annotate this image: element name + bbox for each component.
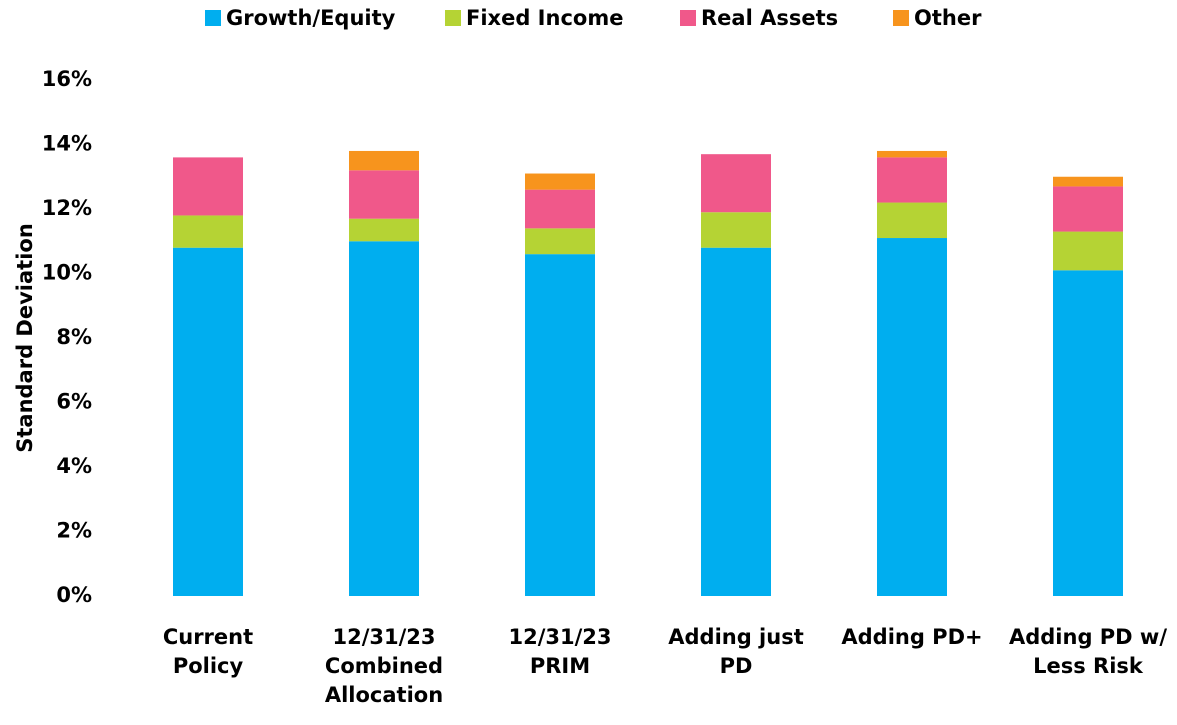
bar-segment <box>701 247 771 596</box>
bar-segment <box>525 254 595 596</box>
y-tick-label: 10% <box>42 261 92 285</box>
y-tick-label: 2% <box>56 519 92 543</box>
bar-segment <box>877 238 947 596</box>
legend-label: Other <box>914 6 982 30</box>
bar-segment <box>1053 186 1123 232</box>
y-tick-label: 6% <box>56 390 92 414</box>
bar-segment <box>525 228 595 255</box>
bar-segment <box>1053 231 1123 271</box>
legend-label: Real Assets <box>701 6 838 30</box>
bar-segment <box>525 189 595 229</box>
x-tick-label: Adding PD+ <box>841 625 983 649</box>
x-tick-label: Adding PD w/ Less Risk <box>1008 625 1167 678</box>
y-tick-label: 16% <box>42 67 92 91</box>
legend-swatch <box>893 10 909 26</box>
bar-segment <box>1053 270 1123 596</box>
x-tick-label: 12/31/23 Combined Allocation <box>324 625 444 707</box>
bar-segment <box>173 247 243 596</box>
x-tick-label: Current Policy <box>162 625 254 678</box>
legend-swatch <box>445 10 461 26</box>
y-tick-label: 4% <box>56 454 92 478</box>
bar-segment <box>173 215 243 248</box>
bar-segment <box>525 173 595 190</box>
y-tick-label: 12% <box>42 196 92 220</box>
legend-swatch <box>205 10 221 26</box>
bar-segment <box>877 202 947 239</box>
bar-segment <box>877 150 947 158</box>
bar-segment <box>701 154 771 213</box>
y-axis-title: Standard Deviation <box>13 223 37 453</box>
y-tick-label: 0% <box>56 583 92 607</box>
y-tick-label: 14% <box>42 132 92 156</box>
bar-segment <box>701 212 771 248</box>
bar-segment <box>173 157 243 216</box>
bar-segment <box>877 157 947 203</box>
bar-segment <box>349 170 419 219</box>
bar-segment <box>349 218 419 242</box>
x-tick-label: Adding just PD <box>668 625 804 678</box>
bar-segment <box>349 241 419 596</box>
legend-swatch <box>680 10 696 26</box>
legend-label: Growth/Equity <box>226 6 396 30</box>
legend-label: Fixed Income <box>466 6 623 30</box>
x-tick-label: 12/31/23 PRIM <box>508 625 612 678</box>
bar-segment <box>349 150 419 171</box>
y-tick-label: 8% <box>56 325 92 349</box>
bar-segment <box>1053 176 1123 187</box>
